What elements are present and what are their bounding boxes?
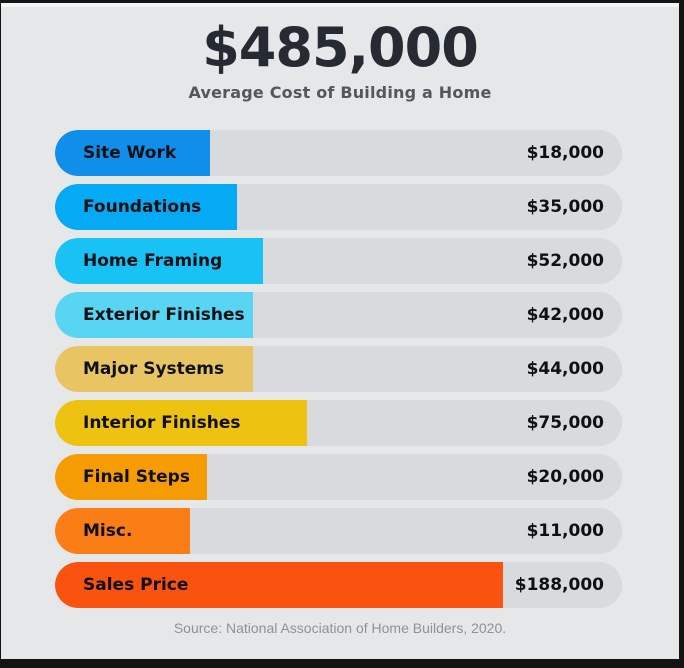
chart-row: Final Steps $20,000 xyxy=(55,454,622,500)
bar-label: Sales Price xyxy=(83,575,189,595)
chart-subtitle: Average Cost of Building a Home xyxy=(188,83,492,102)
bar-label: Exterior Finishes xyxy=(83,305,245,325)
bar-label: Foundations xyxy=(83,197,202,217)
source-note: Source: National Association of Home Bui… xyxy=(173,620,507,636)
chart-row: Exterior Finishes $42,000 xyxy=(55,292,622,338)
bar: Final Steps xyxy=(55,454,207,500)
infographic-canvas: $485,000 Average Cost of Building a Home… xyxy=(1,3,679,659)
bar-value: $42,000 xyxy=(526,305,604,325)
bar-value: $35,000 xyxy=(526,197,604,217)
bar-label: Site Work xyxy=(83,143,177,163)
chart-row: Home Framing $52,000 xyxy=(55,238,622,284)
bar-value: $44,000 xyxy=(526,359,604,379)
bar-value: $188,000 xyxy=(514,575,604,595)
bar: Misc. xyxy=(55,508,190,554)
bar-value: $11,000 xyxy=(526,521,604,541)
bar-label: Major Systems xyxy=(83,359,225,379)
bar-value: $20,000 xyxy=(526,467,604,487)
chart-row: Misc. $11,000 xyxy=(55,508,622,554)
bar-label: Final Steps xyxy=(83,467,190,487)
chart-row: Foundations $35,000 xyxy=(55,184,622,230)
bar-label: Misc. xyxy=(83,521,133,541)
bar: Foundations xyxy=(55,184,237,230)
bar: Site Work xyxy=(55,130,210,176)
bar: Interior Finishes xyxy=(55,400,307,446)
bar-label: Interior Finishes xyxy=(83,413,241,433)
chart-row: Sales Price $188,000 xyxy=(55,562,622,608)
header: $485,000 Average Cost of Building a Home xyxy=(1,16,679,103)
total-cost-title: $485,000 xyxy=(202,16,479,79)
bar-value: $52,000 xyxy=(526,251,604,271)
bar: Home Framing xyxy=(55,238,264,284)
bar-label: Home Framing xyxy=(83,251,223,271)
chart-rows: Site Work $18,000 Foundations $35,000 Home F… xyxy=(55,130,622,608)
bar: Sales Price xyxy=(55,562,503,608)
chart-row: Major Systems $44,000 xyxy=(55,346,622,392)
chart-row: Site Work $18,000 xyxy=(55,130,622,176)
bar-value: $75,000 xyxy=(526,413,604,433)
bar: Major Systems xyxy=(55,346,253,392)
chart-row: Interior Finishes $75,000 xyxy=(55,400,622,446)
bar: Exterior Finishes xyxy=(55,292,253,338)
bar-value: $18,000 xyxy=(526,143,604,163)
